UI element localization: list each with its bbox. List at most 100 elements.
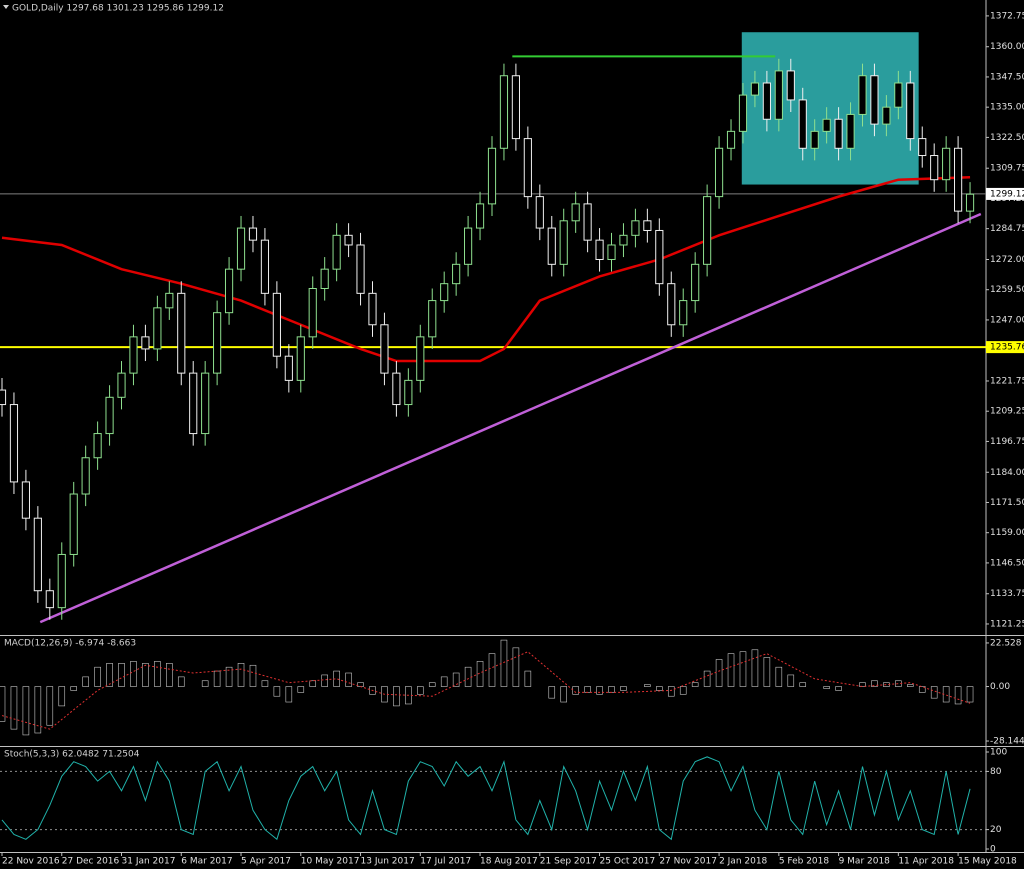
candle-body xyxy=(129,336,138,374)
macd-bar xyxy=(369,686,376,695)
moving-average xyxy=(1,176,971,363)
candle-body xyxy=(607,244,616,260)
candle-body xyxy=(452,263,461,285)
candle-body xyxy=(942,147,951,181)
candle-body xyxy=(308,288,317,338)
candle-body xyxy=(0,389,7,406)
macd-bar xyxy=(715,659,723,687)
macd-bar xyxy=(620,686,627,691)
candle-body xyxy=(714,147,724,198)
candle-body xyxy=(487,147,497,205)
candle-body xyxy=(440,283,449,302)
candle-body xyxy=(153,307,162,350)
x-tick-label: 5 Feb 2018 xyxy=(779,857,830,867)
candle-body xyxy=(332,234,341,270)
macd-bar xyxy=(871,680,878,687)
candle-body xyxy=(667,283,676,326)
macd-bar xyxy=(548,686,556,699)
macd-signal xyxy=(1,651,971,730)
candle-body xyxy=(571,203,580,222)
candle-body xyxy=(81,457,90,495)
y-tick-label: 0 xyxy=(990,845,996,855)
macd-bar xyxy=(225,666,233,687)
y-tick-label: -28.144 xyxy=(990,737,1024,747)
macd-bar xyxy=(273,686,281,697)
y-tick-label: 1209.25 xyxy=(990,407,1024,417)
candle-body xyxy=(810,130,819,149)
x-tick-label: 11 Apr 2018 xyxy=(898,857,954,867)
x-tick-label: 5 Apr 2017 xyxy=(241,857,291,867)
y-tick-label: 1133.75 xyxy=(990,589,1024,599)
y-tick-label: 1372.75 xyxy=(990,11,1024,21)
macd-bar xyxy=(679,686,687,695)
macd-bar xyxy=(0,686,6,722)
candle-body xyxy=(691,263,700,302)
candle-body xyxy=(834,118,843,149)
macd-bar xyxy=(22,686,30,736)
stoch-line xyxy=(1,756,971,841)
x-tick-label: 21 Sep 2017 xyxy=(540,857,597,867)
macd-bar xyxy=(201,680,209,687)
menu-arrow xyxy=(3,5,9,9)
candle-body xyxy=(750,82,760,96)
candle-body xyxy=(870,75,879,125)
x-tick-label: 9 Mar 2018 xyxy=(839,857,891,867)
macd-bar xyxy=(703,670,711,687)
macd-bar xyxy=(667,686,675,697)
macd-bar xyxy=(106,663,113,687)
x-tick-label: 2 Jan 2018 xyxy=(719,857,767,867)
candle-body xyxy=(679,300,688,326)
candle-body xyxy=(655,229,664,285)
candle-body xyxy=(320,268,329,290)
macd-bar xyxy=(739,651,747,687)
candle-body xyxy=(105,396,114,435)
candle-body xyxy=(499,75,509,149)
x-tick-label: 25 Oct 2017 xyxy=(600,857,656,867)
macd-bar xyxy=(249,664,257,687)
macd-bar xyxy=(954,686,962,705)
candle-body xyxy=(511,75,520,140)
macd-bar xyxy=(488,653,496,687)
candle-body xyxy=(726,130,736,149)
support-label: 1235.76 xyxy=(990,343,1024,353)
candle-body xyxy=(428,300,437,338)
candle-body xyxy=(236,227,246,270)
candle-body xyxy=(906,82,915,140)
macd-bar xyxy=(787,674,795,687)
macd-bar xyxy=(321,674,328,687)
macd-bar xyxy=(70,686,77,691)
macd-bar xyxy=(572,686,579,695)
candle-body xyxy=(846,113,855,149)
candle-body xyxy=(21,481,30,519)
x-tick-label: 13 Jun 2017 xyxy=(361,857,415,867)
candle-body xyxy=(141,336,150,350)
macd-bar xyxy=(799,682,807,687)
y-tick-label: 1196.75 xyxy=(990,437,1024,447)
y-tick-label: 1247.00 xyxy=(990,315,1024,325)
candle-body xyxy=(392,372,401,406)
macd-bar xyxy=(775,666,783,687)
macd-bar xyxy=(930,686,938,699)
x-tick-label: 15 May 2018 xyxy=(958,857,1017,867)
candle-body xyxy=(416,336,425,381)
macd-bar xyxy=(10,686,18,730)
candle-body xyxy=(296,336,305,381)
candle-body xyxy=(631,220,640,236)
y-tick-label: 1121.25 xyxy=(990,619,1024,629)
macd-panel-title: MACD(12,26,9) -6.974 -8.663 xyxy=(4,639,136,649)
candle-body xyxy=(918,138,927,157)
macd-bar xyxy=(297,686,305,693)
candle-body xyxy=(559,220,568,265)
macd-bar xyxy=(918,686,926,693)
candle-body xyxy=(894,82,903,108)
candle-body xyxy=(595,239,604,260)
macd-bar xyxy=(417,686,424,695)
candle-body xyxy=(774,70,783,120)
y-tick-label: 100 xyxy=(990,748,1007,758)
candle-body xyxy=(535,196,544,229)
candle-body xyxy=(368,292,377,326)
candle-body xyxy=(464,227,473,265)
candle-body xyxy=(404,379,413,406)
candle-body xyxy=(201,372,210,435)
